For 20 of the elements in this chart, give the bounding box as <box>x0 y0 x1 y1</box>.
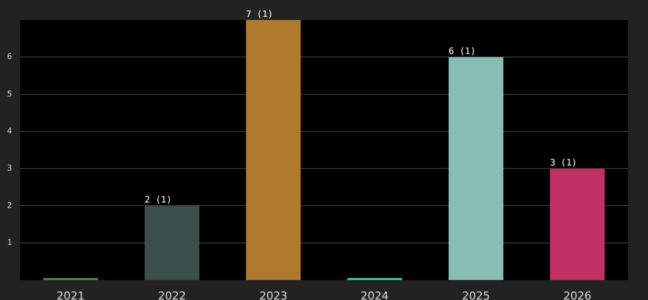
bar <box>246 20 301 280</box>
x-tick-label: 2022 <box>158 289 186 300</box>
x-tick-label: 2024 <box>360 289 389 300</box>
x-tick-label: 2026 <box>563 289 592 300</box>
data-label: 2 (1) <box>144 196 172 206</box>
bar <box>550 168 605 280</box>
y-tick-label: 4 <box>7 126 12 136</box>
y-tick-label: 5 <box>7 89 12 98</box>
x-tick-label: 2025 <box>462 289 490 300</box>
bar <box>144 206 200 280</box>
y-tick-label: 2 <box>7 200 12 210</box>
data-label: 7 (1) <box>246 10 274 20</box>
y-tick-label: 3 <box>7 164 12 173</box>
data-label: 6 (1) <box>448 46 476 57</box>
bar <box>448 57 504 280</box>
y-tick-label: 6 <box>7 52 12 62</box>
x-tick-label: 2023 <box>259 289 288 300</box>
x-tick-label: 2021 <box>56 289 85 300</box>
data-label: 3 (1) <box>550 158 578 168</box>
y-tick-label: 1 <box>7 238 12 247</box>
